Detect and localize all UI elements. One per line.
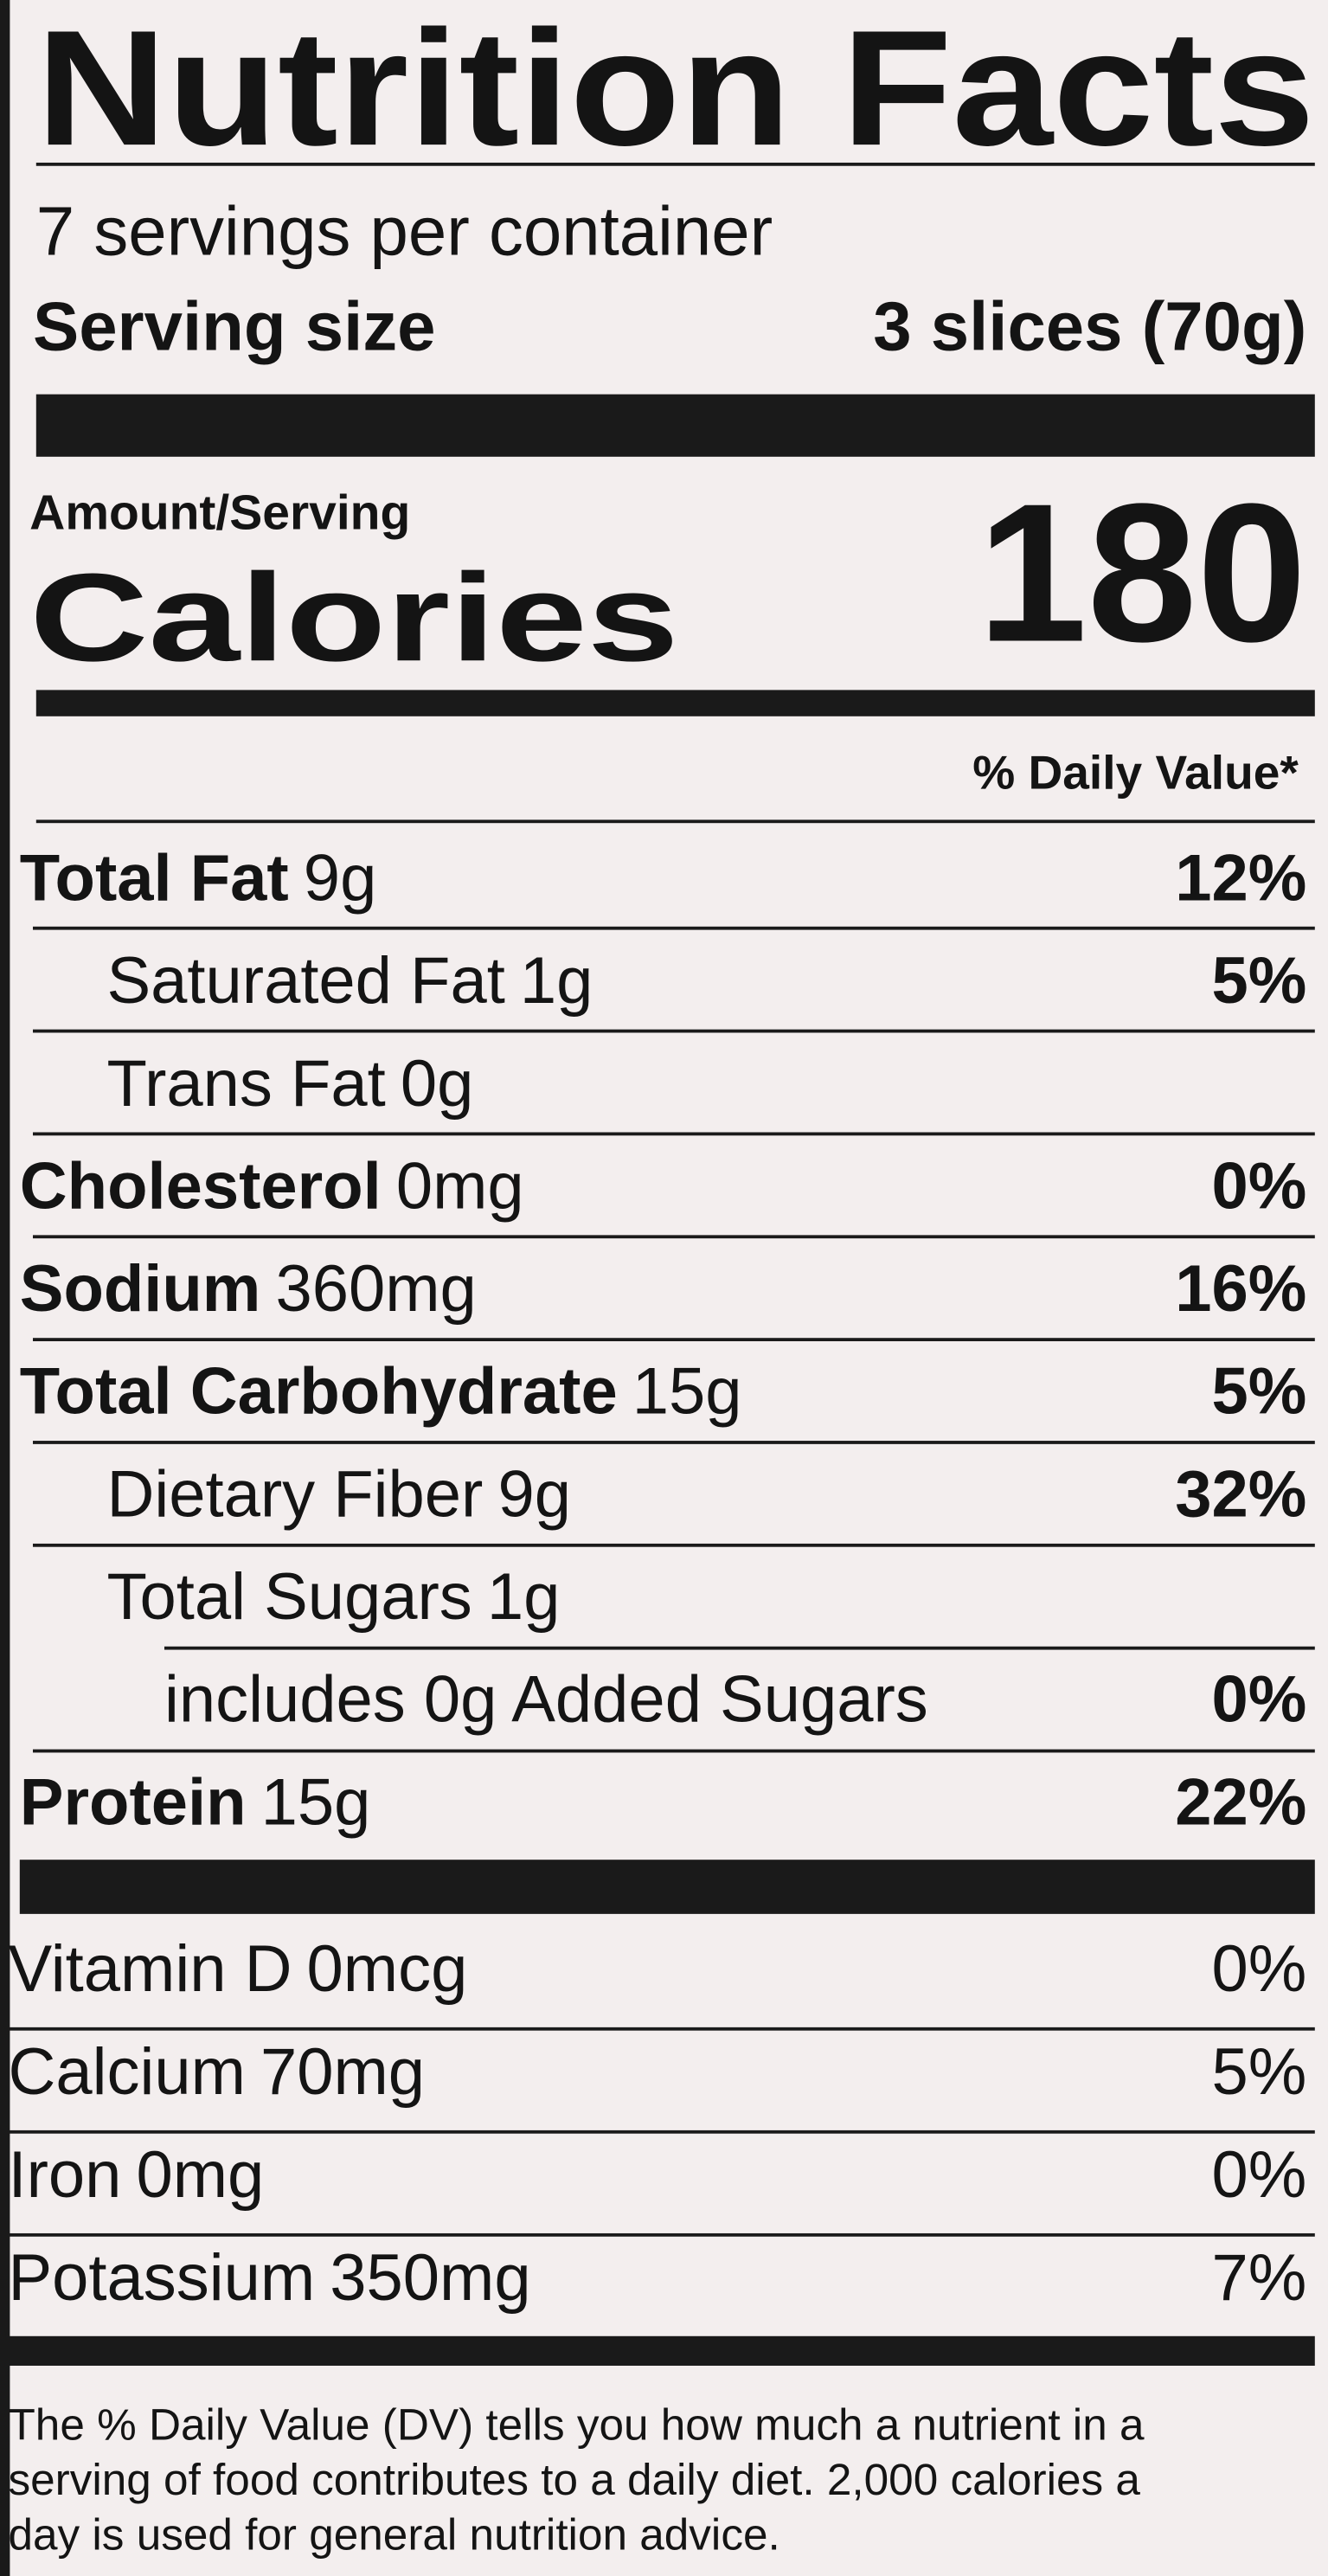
- nutrient-dv: 5%: [1211, 1355, 1306, 1429]
- nutrient-amount: 1g: [487, 1560, 561, 1634]
- rule: [8, 2027, 1315, 2031]
- vitamin-dv: 7%: [1211, 2241, 1306, 2315]
- nutrient-dv: 22%: [1175, 1765, 1306, 1839]
- vitamin-name: Potassium: [8, 2241, 315, 2315]
- nutrient-amount: 0g: [401, 1047, 474, 1121]
- footnote-line: serving of food contributes to a daily d…: [8, 2455, 1140, 2504]
- nutrient-dv: 12%: [1175, 841, 1306, 915]
- nutrient-amount: 15g: [632, 1355, 742, 1429]
- rule: [8, 2130, 1315, 2134]
- nutrient-row: includes 0g Added Sugars: [164, 1663, 928, 1737]
- rule: [164, 1646, 1315, 1650]
- nutrient-amount: 1g: [520, 944, 593, 1018]
- vitamin-amount: 0mcg: [307, 1932, 468, 2006]
- nutrient-amount: 15g: [261, 1765, 371, 1839]
- thick-bar: [35, 394, 1315, 457]
- nutrient-name: Trans Fat: [106, 1047, 385, 1121]
- footnote-line: day is used for general nutrition advice…: [8, 2510, 779, 2560]
- nutrient-name: Dietary Fiber: [106, 1457, 483, 1531]
- rule: [32, 1029, 1315, 1033]
- vitamin-dv: 0%: [1211, 1932, 1306, 2006]
- nutrient-dv: 5%: [1211, 944, 1306, 1018]
- serving-size-label: Serving size: [33, 287, 436, 364]
- medium-bar: [35, 690, 1315, 716]
- nutrient-dv: 0%: [1211, 1663, 1306, 1737]
- medium-bar: [8, 2335, 1315, 2366]
- calories-label: Calories: [29, 547, 678, 687]
- vitamin-amount: 0mg: [137, 2138, 265, 2212]
- nutrient-name: Total Fat: [20, 841, 289, 915]
- nutrient-dv: 0%: [1211, 1149, 1306, 1223]
- rule: [32, 1749, 1315, 1753]
- title: Nutrition Facts: [36, 0, 1315, 180]
- vitamin-dv: 5%: [1211, 2035, 1306, 2109]
- nutrient-name: Protein: [20, 1765, 247, 1839]
- vitamin-row: Iron 0mg: [8, 2138, 264, 2212]
- amount-per-serving: Amount/Serving: [29, 485, 410, 540]
- serving-size-value: 3 slices (70g): [873, 287, 1306, 364]
- rule: [32, 1338, 1315, 1342]
- footnote-line: The % Daily Value (DV) tells you how muc…: [8, 2399, 1144, 2449]
- edge: [0, 0, 10, 2576]
- vitamin-amount: 350mg: [330, 2241, 530, 2315]
- thick-bar: [19, 1860, 1315, 1914]
- vitamin-name: Iron: [8, 2138, 121, 2212]
- vitamin-name: Vitamin D: [8, 1932, 292, 2006]
- vitamin-row: Calcium 70mg: [8, 2035, 425, 2109]
- nutrient-name: Cholesterol: [20, 1149, 382, 1223]
- vitamin-row: Potassium 350mg: [8, 2241, 530, 2315]
- nutrient-dv: 32%: [1175, 1457, 1306, 1531]
- nutrient-name: Saturated Fat: [106, 944, 504, 1018]
- nutrient-row: Protein 15g: [20, 1765, 371, 1839]
- nutrient-amount: 9g: [304, 841, 377, 915]
- rule: [35, 819, 1315, 824]
- nutrient-dv: 16%: [1175, 1252, 1306, 1326]
- nutrient-name: Total Sugars: [106, 1560, 472, 1634]
- nutrient-row: Total Fat 9g: [20, 841, 377, 915]
- nutrient-name: Total Carbohydrate: [20, 1355, 618, 1429]
- calories-value: 180: [978, 464, 1306, 684]
- vitamin-name: Calcium: [8, 2035, 245, 2109]
- rule: [32, 1235, 1315, 1239]
- vitamin-row: Vitamin D 0mcg: [8, 1932, 467, 2006]
- rule: [32, 1441, 1315, 1444]
- rule: [35, 162, 1315, 166]
- servings: 7 servings per container: [36, 192, 773, 269]
- nutrient-row: Total Sugars 1g: [106, 1560, 560, 1634]
- rule: [32, 926, 1315, 930]
- nutrient-amount: 360mg: [275, 1252, 476, 1326]
- nutrient-row: Sodium 360mg: [20, 1252, 477, 1326]
- nutrient-amount: 9g: [497, 1457, 571, 1531]
- rule: [32, 1132, 1315, 1136]
- rule: [8, 2232, 1315, 2237]
- nutrient-name: includes 0g Added Sugars: [164, 1663, 928, 1737]
- rule: [32, 1543, 1315, 1547]
- nutrient-row: Saturated Fat 1g: [106, 944, 593, 1018]
- nutrient-row: Total Carbohydrate 15g: [20, 1355, 742, 1429]
- nutrient-amount: 0mg: [396, 1149, 524, 1223]
- vitamin-dv: 0%: [1211, 2138, 1306, 2212]
- vitamin-amount: 70mg: [260, 2035, 425, 2109]
- nutrient-row: Dietary Fiber 9g: [106, 1457, 570, 1531]
- nutrient-row: Cholesterol 0mg: [20, 1149, 524, 1223]
- nutrient-name: Sodium: [20, 1252, 261, 1326]
- nutrient-row: Trans Fat 0g: [106, 1047, 473, 1121]
- dv-header: % Daily Value*: [972, 745, 1299, 799]
